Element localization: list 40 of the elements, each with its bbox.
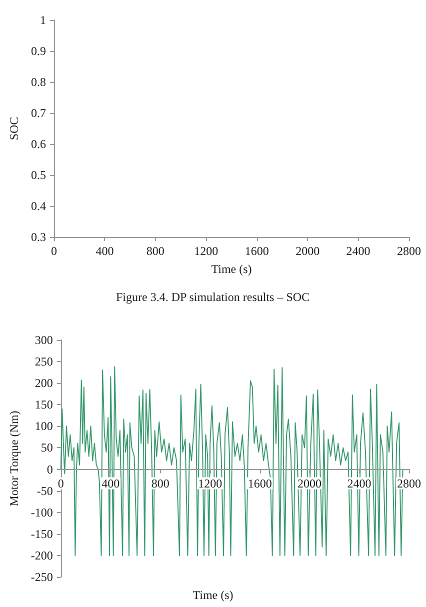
y-tick-label: 0.6	[31, 137, 46, 151]
x-axis-title: Time (s)	[192, 588, 234, 602]
y-axis-title: SOC	[7, 116, 21, 140]
y-tick-label: 0.7	[31, 106, 46, 120]
y-tick-label: 0.8	[31, 75, 46, 89]
y-tick-label: -200	[30, 548, 53, 562]
y-tick-label: 0.5	[31, 168, 46, 182]
y-tick-label: -150	[30, 526, 53, 541]
x-tick-label: 2000	[298, 476, 322, 490]
y-tick-label: 100	[34, 419, 53, 434]
y-tick-label: 200	[34, 376, 53, 390]
y-tick-label: 250	[34, 354, 53, 369]
y-tick-label: -100	[30, 505, 53, 520]
x-tick-label: 2800	[397, 244, 421, 258]
y-tick-label: 0.3	[31, 230, 46, 244]
y-tick-label: 0.9	[31, 44, 46, 58]
y-tick-label: 150	[34, 398, 53, 412]
x-tick-label: 1200	[198, 476, 222, 490]
x-tick-label: 800	[146, 244, 164, 258]
x-tick-label: 400	[96, 244, 114, 258]
y-tick-label: 0	[46, 462, 53, 476]
y-tick-label: 1	[40, 13, 46, 27]
x-tick-label: 2400	[346, 244, 370, 258]
x-tick-label: 2400	[347, 476, 372, 490]
x-tick-label: 1600	[244, 244, 269, 258]
y-tick-label: 300	[34, 333, 53, 347]
y-tick-label: -250	[30, 570, 53, 584]
x-tick-label: 1600	[248, 476, 272, 490]
y-tick-label: -50	[36, 484, 53, 498]
x-tick-label: 0	[58, 476, 64, 490]
y-tick-label: 0.4	[31, 199, 46, 213]
x-tick-label: 400	[102, 476, 120, 490]
y-axis-title: Motor Torque (Nm)	[7, 410, 21, 506]
x-tick-label: 800	[151, 476, 170, 490]
x-tick-label: 2000	[296, 244, 320, 258]
x-tick-label: 2800	[397, 476, 421, 490]
caption: Figure 3.4. DP simulation results – SOC	[116, 290, 310, 304]
x-tick-label: 1200	[194, 244, 218, 258]
x-axis-title: Time (s)	[211, 262, 252, 276]
y-tick-label: 50	[40, 440, 53, 455]
